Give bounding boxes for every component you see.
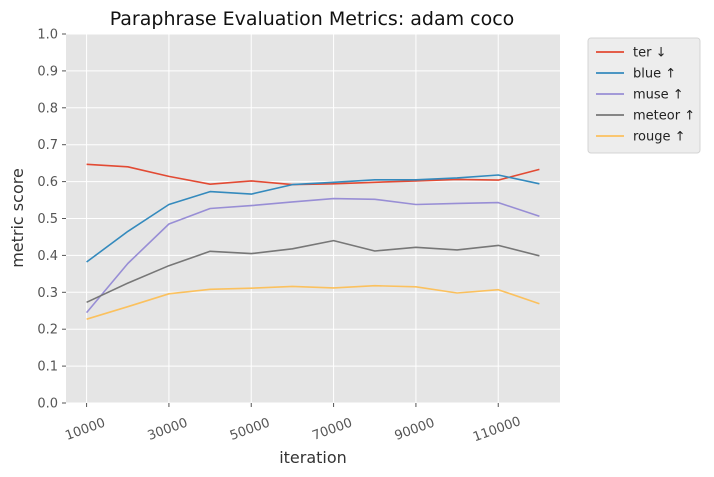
series-line-rouge (86, 284, 540, 320)
y-tick-label: 0.8 (37, 101, 58, 116)
x-tick-label: 30000 (146, 416, 190, 444)
chart-title: Paraphrase Evaluation Metrics: adam coco (110, 8, 515, 30)
y-tick-label: 0.1 (37, 360, 58, 375)
legend-label-blue: blue ↑ (633, 67, 676, 82)
y-tick-label: 0.3 (37, 286, 58, 301)
series-line-muse (85, 197, 540, 314)
y-tick-label: 0.5 (37, 212, 58, 227)
x-tick-label: 90000 (393, 416, 437, 444)
legend-label-ter: ter ↓ (633, 46, 666, 61)
legend-label-rouge: rouge ↑ (633, 130, 686, 145)
legend: ter ↓ blue ↑ muse ↑ meteor ↑ rouge ↑ (587, 37, 701, 154)
x-tick-label: 10000 (63, 416, 107, 444)
x-axis-label: iteration (279, 448, 347, 467)
y-tick-label: 0.7 (37, 138, 58, 153)
y-tick-label: 0.4 (37, 249, 58, 264)
series-line-blue (86, 174, 540, 263)
y-axis-label: metric score (8, 168, 27, 268)
x-tick-label: 70000 (310, 416, 354, 444)
x-tick-label: 110000 (471, 414, 523, 445)
legend-label-meteor: meteor ↑ (633, 109, 695, 124)
y-tick-label: 0.0 (37, 397, 58, 412)
legend-label-muse: muse ↑ (633, 88, 684, 103)
y-tick-label: 0.9 (37, 64, 58, 79)
series-line-meteor (86, 239, 540, 304)
legend-box (587, 37, 701, 154)
y-tick-label: 0.2 (37, 323, 58, 338)
y-tick-label: 1.0 (37, 28, 58, 43)
y-tick-label: 0.6 (37, 175, 58, 190)
x-tick-label: 50000 (228, 416, 272, 444)
